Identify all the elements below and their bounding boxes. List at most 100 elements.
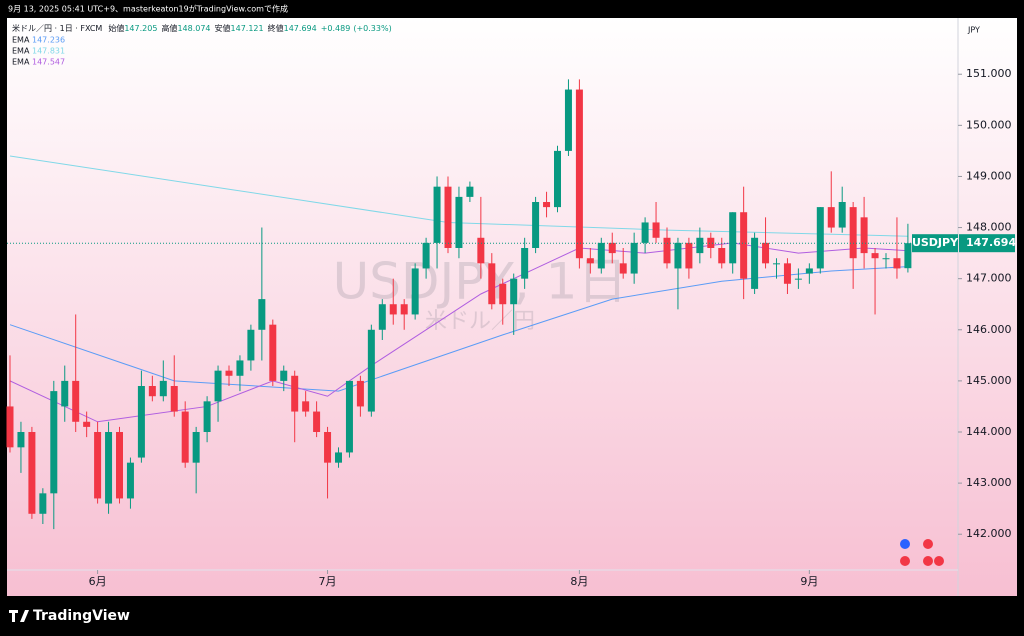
brand: TradingView	[9, 608, 130, 624]
candle-body	[554, 150, 561, 208]
candle-body	[608, 242, 616, 254]
candle-body	[641, 222, 649, 243]
y-tick-label: 150.000	[966, 118, 1012, 131]
candle-body	[707, 237, 715, 248]
ticker-tag	[912, 234, 958, 253]
candle-body	[466, 186, 474, 197]
event-icon	[900, 556, 910, 566]
candle-body	[126, 462, 134, 499]
candle-body	[762, 242, 770, 264]
y-tick-label: 142.000	[966, 527, 1012, 540]
candle-body	[619, 263, 627, 274]
legend-name: EMA	[12, 47, 30, 56]
low-label: 安値	[215, 23, 231, 33]
ticker-label: USDJPY	[912, 236, 959, 249]
event-icon	[923, 539, 933, 549]
ema-line	[9, 266, 908, 392]
candle-body	[422, 242, 430, 269]
candle-body	[729, 212, 737, 264]
candle-body	[663, 237, 671, 264]
y-tick-label: 146.000	[966, 323, 1012, 336]
candle-body	[302, 401, 310, 412]
open-value: 147.205	[124, 24, 157, 33]
candle-body	[740, 212, 748, 279]
candle-body	[324, 432, 332, 463]
candle-body	[849, 207, 857, 259]
candle-body	[356, 380, 364, 407]
y-tick-label: 147.000	[966, 272, 1012, 285]
candle-body	[225, 370, 233, 376]
candle-body	[510, 278, 518, 305]
candle-body	[105, 432, 113, 504]
candle-body	[630, 242, 638, 274]
candle-body	[805, 268, 813, 274]
y-tick-label: 149.000	[966, 169, 1012, 182]
candle-body	[214, 370, 222, 402]
candle-body	[192, 432, 200, 463]
candle-body	[586, 258, 594, 264]
candle-body	[882, 258, 890, 260]
candle-body	[871, 253, 879, 259]
candle-body	[94, 432, 102, 499]
price-label: 147.694	[966, 236, 1016, 249]
candle-body	[838, 202, 846, 228]
candle-body	[433, 186, 441, 243]
candle-body	[696, 237, 704, 254]
brand-logo	[9, 610, 29, 622]
candle-body	[532, 202, 540, 248]
candle-body	[170, 386, 178, 412]
high-value: 148.074	[177, 24, 210, 33]
event-icon	[923, 556, 933, 566]
candle-body	[816, 207, 824, 269]
candle-body	[72, 380, 80, 422]
candle-body	[904, 243, 912, 269]
y-tick-label: 148.000	[966, 221, 1012, 234]
legend-header: 米ドル／円 · 1日 · FXCM 始値147.205 高値148.074 安値147…	[12, 23, 392, 33]
change: +0.489	[321, 24, 351, 33]
candle-body	[783, 263, 791, 284]
candle-body	[116, 432, 123, 499]
candle-body	[17, 432, 25, 448]
candle-body	[444, 186, 452, 248]
candle-body	[247, 329, 255, 361]
candle-body	[652, 222, 660, 238]
candle-body	[313, 411, 321, 432]
legend-value: 147.831	[32, 47, 65, 56]
x-tick-label: 9月	[800, 575, 818, 588]
x-tick-label: 8月	[570, 575, 588, 588]
x-tick-label: 6月	[89, 575, 107, 588]
price-tag	[959, 234, 1015, 253]
candle-body	[269, 324, 277, 381]
event-icon	[934, 556, 944, 566]
candle-body	[860, 217, 868, 254]
event-icons	[900, 539, 944, 566]
legend-name: EMA	[12, 36, 30, 45]
candle-body	[674, 242, 682, 269]
event-icon	[900, 539, 910, 549]
plot: 142.000 143.000 144.000 145.000 146.000 147.0…	[6, 67, 1016, 588]
candle-body	[389, 304, 397, 315]
brand-name: TradingView	[33, 608, 130, 624]
candle-body	[335, 452, 342, 463]
candle-body	[345, 380, 353, 453]
candle-body	[685, 242, 693, 269]
candle-body	[718, 248, 726, 264]
ema-line	[9, 242, 908, 423]
close-value: 147.694	[284, 24, 317, 33]
close-label: 終値	[268, 23, 284, 33]
candle-body	[543, 202, 551, 208]
candle-body	[773, 263, 780, 265]
candle-body	[83, 421, 91, 427]
candle-body	[6, 406, 14, 448]
candle-body	[236, 360, 244, 376]
y-tick-label: 145.000	[966, 374, 1012, 387]
candle-body	[39, 493, 47, 514]
legend-value: 147.236	[32, 36, 65, 45]
candle-body	[893, 258, 901, 269]
candle-body	[148, 386, 156, 397]
chart-area	[7, 18, 1017, 596]
candle-body	[575, 89, 583, 259]
open-label: 始値	[108, 23, 124, 33]
